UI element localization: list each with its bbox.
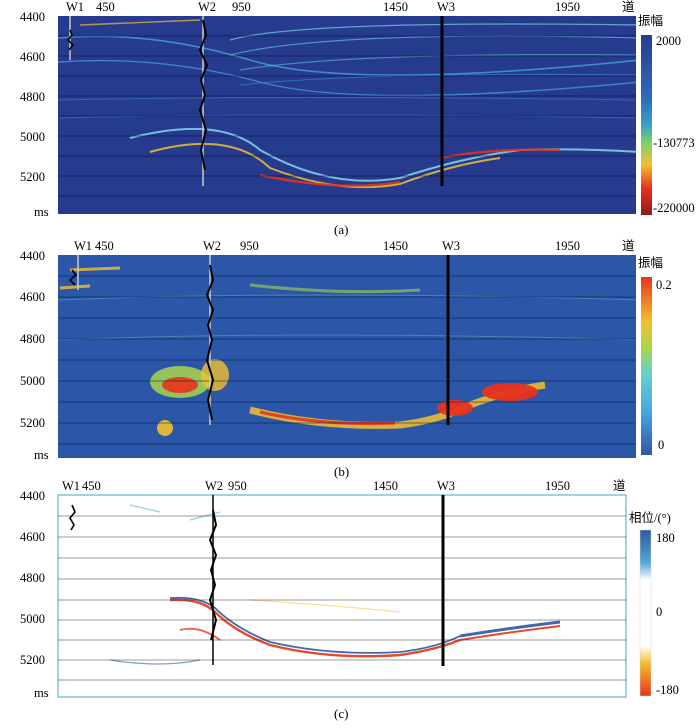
time-tick: 5200 xyxy=(20,416,45,430)
panel-b-anomalies xyxy=(58,266,636,436)
panel-caption: (b) xyxy=(334,464,349,479)
well-log-w1-c xyxy=(69,504,76,531)
time-tick: 4600 xyxy=(20,290,45,304)
trace-tick: 1450 xyxy=(383,0,408,14)
time-tick: 4600 xyxy=(20,50,45,64)
time-unit: ms xyxy=(34,686,49,700)
colorbar-tick: -180 xyxy=(656,683,679,697)
time-tick: 4400 xyxy=(20,10,45,24)
well-log-w2-c xyxy=(208,509,218,641)
well-label: W2 xyxy=(203,239,221,253)
time-tick: 5000 xyxy=(20,612,45,626)
trace-tick: 450 xyxy=(82,479,101,493)
colorbar-tick: 2000 xyxy=(656,34,681,48)
colorbar-title: 相位/(°) xyxy=(629,510,671,525)
well-label: W3 xyxy=(437,479,455,493)
time-unit: ms xyxy=(34,205,49,219)
colorbar-tick: 0 xyxy=(656,605,662,619)
time-tick: 4600 xyxy=(20,530,45,544)
panel-c: W1 W2 W3 450 950 1450 1950 道 4400 4600 4… xyxy=(20,479,679,721)
trace-tick: 950 xyxy=(240,239,259,253)
trace-tick: 950 xyxy=(228,479,247,493)
trace-tick: 1450 xyxy=(383,239,408,253)
panel-c-gridlines xyxy=(58,515,626,681)
panel-c-phase-events xyxy=(109,504,561,665)
well-label: W3 xyxy=(442,239,460,253)
colorbar-b xyxy=(641,277,652,455)
well-label: W1 xyxy=(66,0,84,14)
panel-caption: (c) xyxy=(334,706,348,721)
colorbar-c xyxy=(639,529,652,697)
time-tick: 4400 xyxy=(20,249,45,263)
trace-tick: 1950 xyxy=(555,239,580,253)
trace-tick: 1950 xyxy=(545,479,570,493)
colorbar-a xyxy=(641,35,652,215)
trace-tick: 950 xyxy=(232,0,251,14)
well-label: W2 xyxy=(205,479,223,493)
well-label: W1 xyxy=(74,239,92,253)
colorbar-tick: 0.2 xyxy=(656,278,672,292)
well-log-w1-b xyxy=(68,269,78,286)
colorbar-title: 振幅 xyxy=(638,13,663,28)
panel-b-gridlines xyxy=(58,275,636,445)
time-tick: 4800 xyxy=(20,90,45,104)
colorbar-tick: -130773 xyxy=(653,136,695,150)
panel-caption: (a) xyxy=(334,222,348,237)
well-label: W1 xyxy=(62,479,80,493)
panel-b: W1 W2 W3 450 950 1450 1950 道 4400 4600 4… xyxy=(20,239,672,479)
time-tick: 5200 xyxy=(20,653,45,667)
trace-tick: 1450 xyxy=(373,479,398,493)
colorbar-tick: 180 xyxy=(656,531,675,545)
time-unit: ms xyxy=(34,448,49,462)
trace-tick: 450 xyxy=(95,239,114,253)
panel-a: W1 W2 W3 450 950 1450 1950 道 4400 4600 4… xyxy=(20,0,695,237)
well-log-w2-b xyxy=(205,264,215,421)
colorbar-title: 振幅 xyxy=(638,255,663,270)
trace-axis-label: 道 xyxy=(622,239,635,253)
well-log-w1-a xyxy=(66,29,75,51)
well-log-w2-a xyxy=(198,19,209,171)
time-tick: 4800 xyxy=(20,571,45,585)
time-tick: 5200 xyxy=(20,170,45,184)
trace-axis-label: 道 xyxy=(613,479,626,493)
well-label: W2 xyxy=(198,0,216,14)
time-tick: 4400 xyxy=(20,489,45,503)
colorbar-tick: -220000 xyxy=(653,201,695,215)
trace-axis-label: 道 xyxy=(622,0,635,14)
trace-tick: 1950 xyxy=(555,0,580,14)
well-label: W3 xyxy=(437,0,455,14)
trace-tick: 450 xyxy=(96,0,115,14)
time-tick: 4800 xyxy=(20,332,45,346)
panel-a-gridlines xyxy=(58,35,636,197)
panel-a-reflections xyxy=(58,19,636,189)
colorbar-tick: 0 xyxy=(658,438,664,452)
time-tick: 5000 xyxy=(20,374,45,388)
time-tick: 5000 xyxy=(20,130,45,144)
panel-c-section xyxy=(57,494,627,698)
